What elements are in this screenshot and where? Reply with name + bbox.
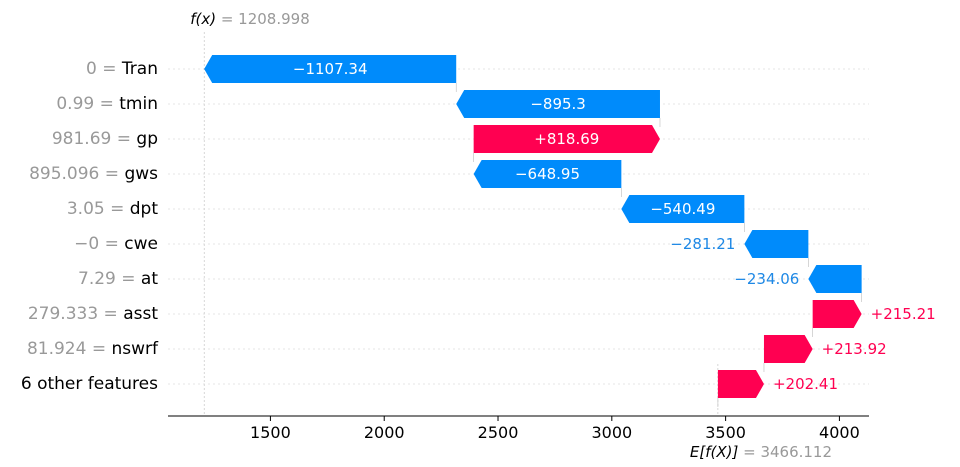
feature-value: −0 = bbox=[74, 234, 124, 254]
feature-value: 895.096 = bbox=[29, 164, 124, 184]
bar-label: +818.69 bbox=[534, 130, 599, 148]
bar-label: −234.06 bbox=[734, 270, 799, 288]
bar-nswrf bbox=[763, 335, 813, 363]
expected-value-symbol: E[f(X)] bbox=[690, 443, 739, 461]
feature-name: 6 other features bbox=[21, 374, 158, 394]
bar-at bbox=[808, 265, 862, 293]
feature-value: 0.99 = bbox=[56, 94, 119, 114]
expected-value-value: = 3466.112 bbox=[738, 443, 832, 461]
feature-label: 0.99 = tmin bbox=[56, 94, 158, 114]
bar-gp bbox=[473, 125, 660, 153]
fx-annotation: f(x) = 1208.998 bbox=[190, 10, 310, 28]
bar-gws bbox=[473, 160, 622, 188]
feature-value: 81.924 = bbox=[27, 339, 112, 359]
bar-label: −540.49 bbox=[650, 200, 715, 218]
feature-label: −0 = cwe bbox=[74, 234, 158, 254]
bar-asst bbox=[812, 300, 862, 328]
feature-name: tmin bbox=[119, 94, 158, 114]
bar-tmin bbox=[456, 90, 660, 118]
bar-label: +215.21 bbox=[871, 305, 936, 323]
feature-value: 7.29 = bbox=[78, 269, 141, 289]
bars-group: −1107.34 −895.3 +818.69 −648.95 −540.49 −281.… bbox=[204, 55, 936, 398]
feature-label: 895.096 = gws bbox=[29, 164, 158, 184]
x-tick-label: 1500 bbox=[250, 423, 291, 442]
bar-dpt bbox=[621, 195, 745, 223]
feature-name: asst bbox=[123, 304, 158, 324]
expected-value-annotation: E[f(X)] = 3466.112 bbox=[690, 443, 832, 461]
fx-value: = 1208.998 bbox=[216, 10, 310, 28]
feature-value: 3.05 = bbox=[67, 199, 130, 219]
feature-name: cwe bbox=[124, 234, 158, 254]
bar-label: +213.92 bbox=[822, 340, 887, 358]
row-gridlines bbox=[168, 32, 869, 416]
bar-label: +202.41 bbox=[773, 375, 838, 393]
x-tick-label: 3000 bbox=[591, 423, 632, 442]
bar-label: −1107.34 bbox=[293, 60, 368, 78]
feature-value: 279.333 = bbox=[28, 304, 123, 324]
feature-label: 7.29 = at bbox=[78, 269, 158, 289]
feature-name: at bbox=[141, 269, 158, 289]
feature-value: 0 = bbox=[86, 59, 122, 79]
expected-value-label: E[f(X)] = 3466.112 bbox=[690, 443, 832, 461]
feature-name: Tran bbox=[121, 59, 158, 79]
fx-symbol: f(x) bbox=[190, 10, 216, 28]
bar-label: −895.3 bbox=[530, 95, 586, 113]
x-tick-label: 4000 bbox=[819, 423, 860, 442]
feature-label: 81.924 = nswrf bbox=[27, 339, 159, 359]
feature-value: 981.69 = bbox=[52, 129, 137, 149]
bar-cwe bbox=[744, 230, 809, 258]
bar-Tran bbox=[204, 55, 457, 83]
x-tick-label: 2500 bbox=[478, 423, 519, 442]
x-tick-label: 3500 bbox=[705, 423, 746, 442]
feature-label: 6 other features bbox=[21, 374, 158, 394]
feature-label: 981.69 = gp bbox=[52, 129, 158, 149]
feature-label: 3.05 = dpt bbox=[67, 199, 158, 219]
bar-label: −648.95 bbox=[515, 165, 580, 183]
feature-name: nswrf bbox=[111, 339, 159, 359]
feature-label: 0 = Tran bbox=[86, 59, 158, 79]
fx-label: f(x) = 1208.998 bbox=[190, 10, 310, 28]
feature-name: gp bbox=[136, 129, 158, 149]
x-axis: 1500 2000 2500 3000 3500 4000 bbox=[168, 415, 869, 442]
x-tick-label: 2000 bbox=[364, 423, 405, 442]
feature-name: gws bbox=[124, 164, 158, 184]
bar-6-other-features bbox=[717, 370, 764, 398]
feature-label: 279.333 = asst bbox=[28, 304, 158, 324]
feature-name: dpt bbox=[130, 199, 159, 219]
bar-label: −281.21 bbox=[670, 235, 735, 253]
